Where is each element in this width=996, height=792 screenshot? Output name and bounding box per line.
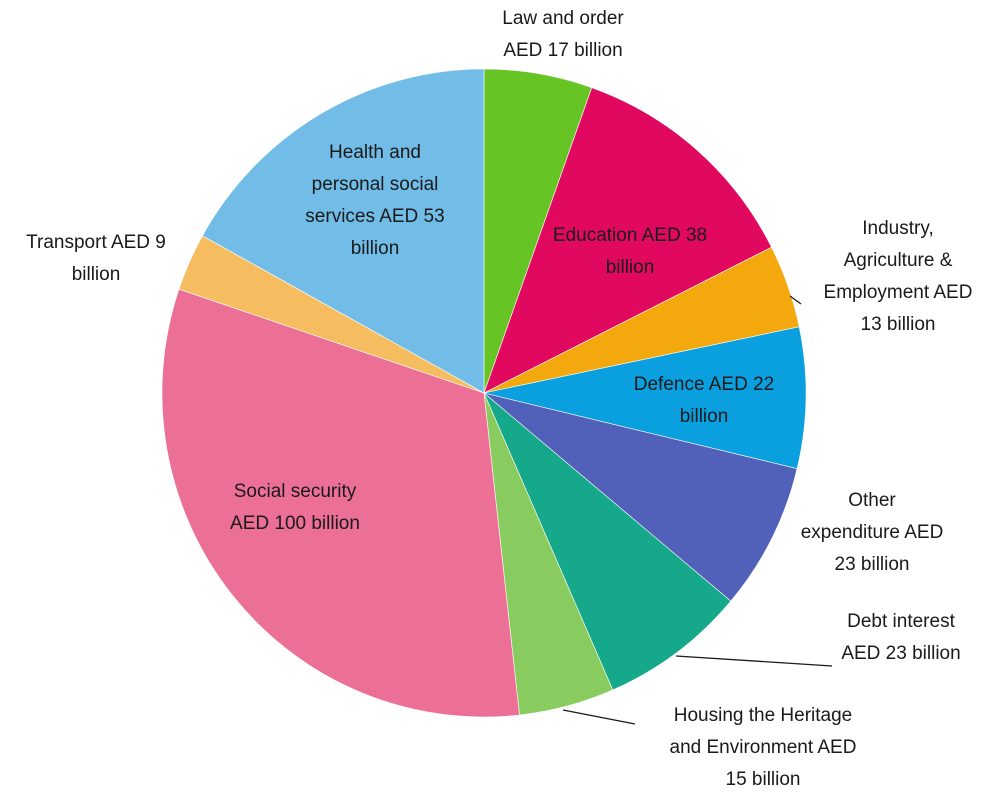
slice-label-line: Social security: [234, 481, 357, 502]
slice-label-line: billion: [351, 238, 400, 259]
slice-label-line: Employment AED: [824, 282, 973, 303]
slice-label-line: Defence AED 22: [634, 374, 774, 395]
slice-label-line: services AED 53: [305, 206, 444, 227]
slice-label-line: Industry,: [862, 218, 933, 239]
slice-label-industry-agriculture-employment: Industry, Agriculture & Employment AED 13 b…: [824, 218, 973, 335]
slice-label-line: Health and: [329, 142, 421, 163]
slice-label-line: Other: [848, 490, 896, 511]
slice-label-education: Education AED 38 billion: [553, 225, 707, 278]
leader-lines: [562, 295, 833, 725]
slice-label-health-and-personal-social-services: Health and personal social services AED 53…: [305, 142, 444, 259]
slice-label-line: personal social: [312, 174, 439, 195]
pie-slice-other-expenditure: [483, 392, 798, 602]
slice-labels: Law and order AED 17 billion Education AED…: [26, 8, 972, 790]
pie-slice-social-security: [161, 288, 520, 718]
slice-label-line: Debt interest: [847, 611, 955, 632]
leader-line-housing: [562, 709, 636, 725]
slice-label-line: billion: [72, 264, 121, 285]
slice-label-law-and-order: Law and order AED 17 billion: [502, 8, 624, 61]
slice-label-line: AED 17 billion: [503, 40, 622, 61]
leader-line-debt-interest: [675, 655, 833, 667]
slice-label-social-security: Social security AED 100 billion: [230, 481, 360, 534]
slice-label-line: and Environment AED: [670, 737, 857, 758]
slice-label-other-expenditure: Other expenditure AED 23 billion: [801, 490, 944, 575]
slice-label-line: 23 billion: [835, 554, 910, 575]
slice-label-defence: Defence AED 22 billion: [634, 374, 774, 427]
slice-label-line: expenditure AED: [801, 522, 944, 543]
slice-label-line: Education AED 38: [553, 225, 707, 246]
pie-slice-education: [483, 87, 772, 394]
slice-label-transport: Transport AED 9 billion: [26, 232, 166, 285]
slice-label-line: Transport AED 9: [26, 232, 166, 253]
pie-slice-health-and-personal-social-services: [202, 68, 485, 394]
slice-label-line: 15 billion: [726, 769, 801, 790]
slice-label-line: AED 100 billion: [230, 513, 360, 534]
slice-label-housing-the-heritage-and-environment: Housing the Heritage and Environment AED 1…: [670, 705, 857, 790]
slice-label-line: billion: [680, 406, 729, 427]
slice-label-line: Housing the Heritage: [674, 705, 853, 726]
slice-label-line: billion: [606, 257, 655, 278]
slice-label-line: Agriculture &: [844, 250, 953, 271]
pie-slice-debt-interest: [483, 392, 732, 691]
slice-label-debt-interest: Debt interest AED 23 billion: [841, 611, 960, 664]
leader-line-industry: [789, 295, 802, 305]
pie-slice-defence: [483, 326, 807, 470]
pie-slices: [161, 68, 807, 718]
slice-label-line: Law and order: [502, 8, 624, 29]
slice-label-line: AED 23 billion: [841, 643, 960, 664]
slice-label-line: 13 billion: [861, 314, 936, 335]
